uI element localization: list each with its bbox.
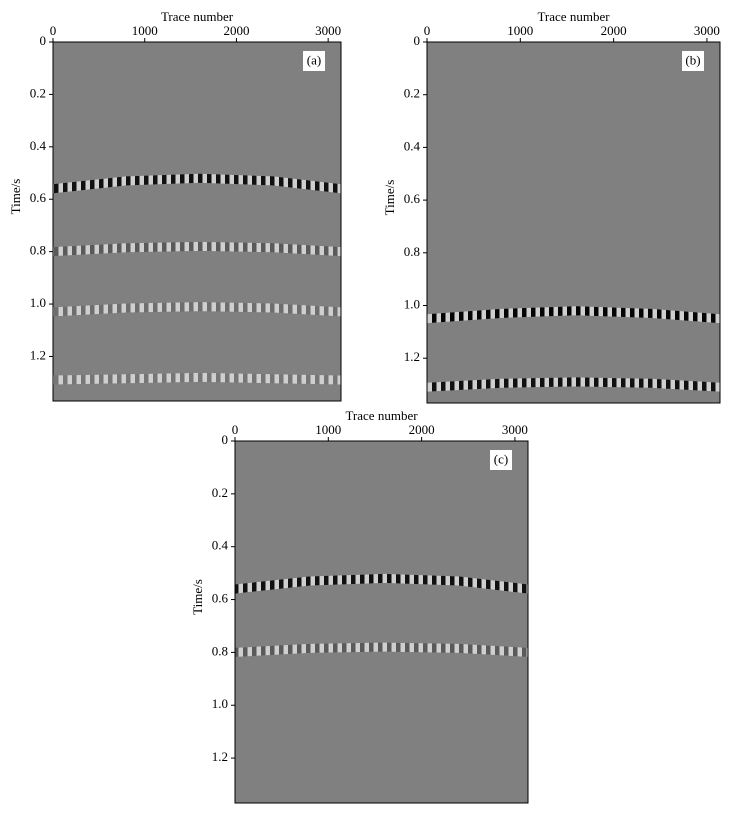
y-axis-title: Time/s — [382, 180, 397, 216]
y-axis-title: Time/s — [8, 179, 23, 215]
y-tick-label: 0 — [222, 432, 229, 447]
x-tick-label: 3000 — [315, 23, 341, 38]
section-background — [427, 42, 720, 403]
y-tick-label: 0.4 — [30, 138, 47, 153]
x-tick-label: 1000 — [315, 422, 341, 437]
reflection-event — [52, 241, 342, 257]
panel-label-box — [682, 51, 704, 71]
y-tick-label: 1.0 — [404, 296, 420, 311]
panel-label-box — [303, 51, 325, 71]
y-tick-label: 0 — [40, 33, 47, 48]
y-tick-label: 0.8 — [30, 243, 46, 258]
y-tick-label: 0.8 — [404, 244, 420, 259]
y-tick-label: 1.2 — [404, 349, 420, 364]
plot-frame — [426, 41, 721, 404]
section-background — [53, 42, 341, 401]
y-tick-label: 0.2 — [30, 85, 46, 100]
panel-label: (b) — [685, 52, 700, 67]
x-axis-title: Trace number — [537, 9, 610, 24]
x-tick-label: 0 — [50, 23, 57, 38]
panel-label: (c) — [494, 451, 508, 466]
y-tick-label: 0.2 — [212, 485, 228, 500]
x-tick-label: 0 — [232, 422, 239, 437]
x-tick-label: 2000 — [601, 23, 627, 38]
x-tick-label: 1000 — [132, 23, 158, 38]
y-tick-label: 0.4 — [212, 538, 229, 553]
x-tick-label: 0 — [424, 23, 431, 38]
y-tick-label: 0.6 — [212, 591, 229, 606]
reflection-event — [426, 377, 721, 392]
y-tick-label: 0.8 — [212, 643, 228, 658]
y-tick-label: 1.2 — [30, 347, 46, 362]
reflection-event — [426, 306, 721, 324]
plot-frame — [234, 440, 529, 804]
reflection-event — [234, 642, 529, 657]
y-tick-label: 0.2 — [404, 86, 420, 101]
section-background — [235, 441, 528, 803]
x-tick-label: 2000 — [409, 422, 435, 437]
y-axis-title: Time/s — [190, 579, 205, 615]
x-tick-label: 2000 — [223, 23, 249, 38]
panel-label-box — [490, 450, 512, 470]
y-tick-label: 1.2 — [212, 749, 228, 764]
reflection-event — [52, 302, 342, 317]
y-tick-label: 0.6 — [30, 190, 47, 205]
panel-label: (a) — [307, 52, 321, 67]
reflection-event — [52, 372, 342, 385]
x-axis-title: Trace number — [161, 9, 234, 24]
y-tick-label: 0.4 — [404, 138, 421, 153]
y-tick-label: 0.6 — [404, 191, 421, 206]
y-tick-label: 0 — [414, 33, 421, 48]
reflection-event — [234, 573, 529, 594]
reflection-event — [52, 173, 342, 194]
x-axis-title: Trace number — [345, 408, 418, 423]
x-tick-label: 3000 — [694, 23, 720, 38]
x-tick-label: 1000 — [507, 23, 533, 38]
y-tick-label: 1.0 — [30, 295, 46, 310]
plot-frame — [52, 41, 342, 402]
x-tick-label: 3000 — [502, 422, 528, 437]
y-tick-label: 1.0 — [212, 696, 228, 711]
